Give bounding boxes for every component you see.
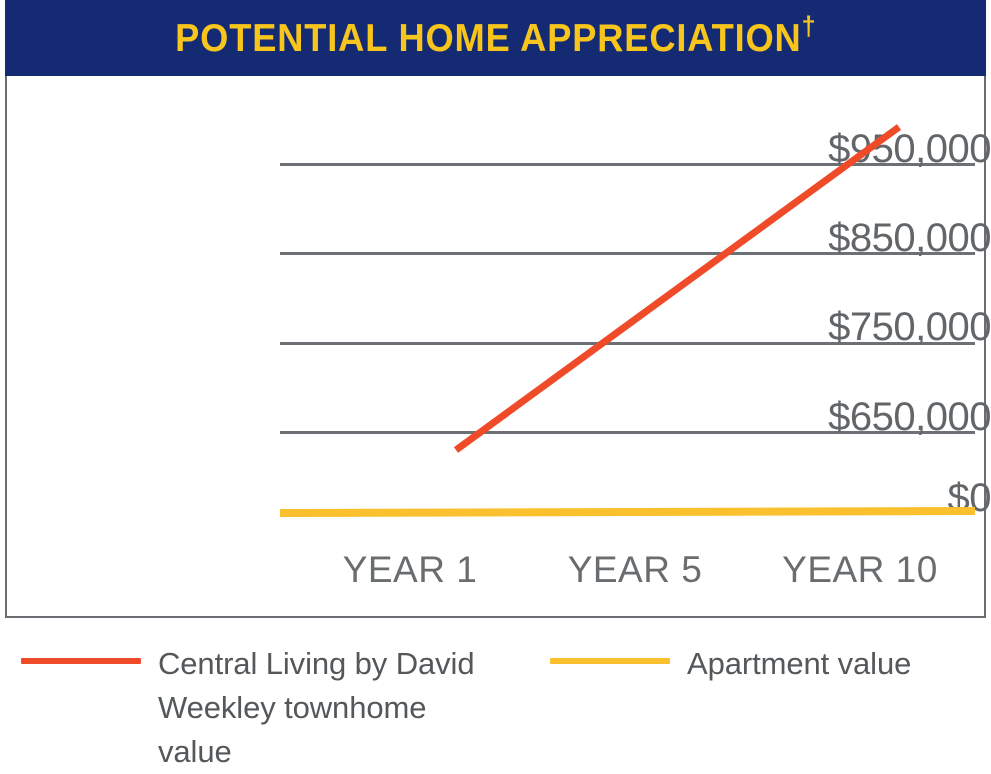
legend-item-central-living-townhome[interactable]: Central Living by David Weekley townhome … — [0, 632, 520, 769]
legend-label-line-1: Central Living by David — [158, 646, 475, 681]
legend-swatch-red-line-icon — [21, 658, 141, 664]
chart-title-label: POTENTIAL HOME APPRECIATION — [174, 16, 802, 60]
legend-label-central-living-townhome: Central Living by David Weekley townhome … — [158, 642, 498, 774]
chart-legend: Central Living by David Weekley townhome … — [0, 632, 991, 769]
footnote-dagger-icon: † — [801, 10, 817, 41]
legend-item-apartment-value[interactable]: Apartment value — [520, 632, 991, 740]
chart-title-bar: POTENTIAL HOME APPRECIATION† — [5, 0, 986, 76]
legend-swatch-yellow-line-icon — [550, 658, 670, 664]
chart-title: POTENTIAL HOME APPRECIATION† — [174, 12, 816, 60]
legend-label-line-2: Weekley townhome value — [158, 690, 427, 770]
plot-frame — [5, 76, 986, 618]
legend-label-apartment-value: Apartment value — [687, 646, 912, 681]
